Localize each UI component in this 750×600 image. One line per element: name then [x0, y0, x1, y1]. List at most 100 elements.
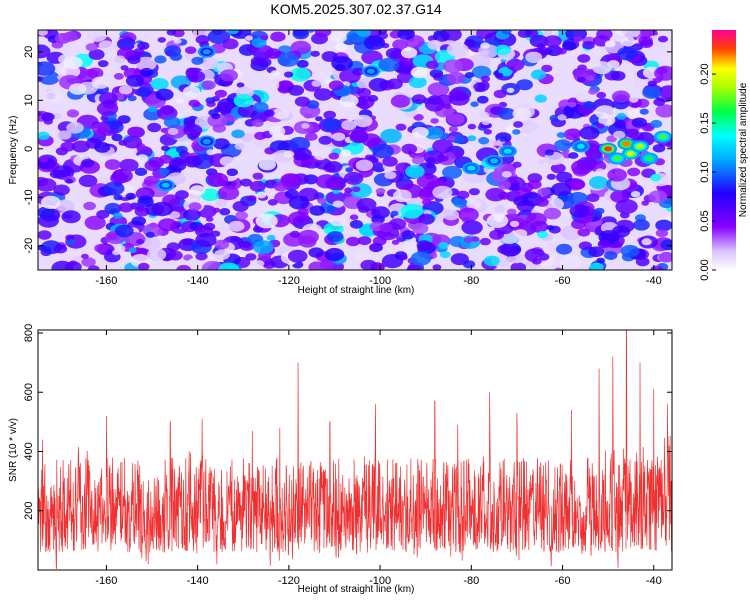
heatmap-cell	[214, 89, 227, 98]
heatmap-hotspot	[608, 152, 627, 165]
heatmap-cell	[94, 243, 109, 253]
heatmap-cell	[300, 160, 312, 168]
heatmap-cell	[260, 35, 268, 41]
heatmap-cell	[352, 67, 365, 76]
heatmap-cell	[323, 110, 337, 120]
heatmap-cell	[113, 73, 124, 80]
heatmap-cell	[112, 212, 123, 219]
heatmap-cell	[546, 225, 555, 231]
heatmap-cell	[443, 103, 452, 109]
heatmap-cell	[263, 80, 280, 91]
heatmap-cell	[446, 42, 469, 57]
heatmap-cell	[410, 251, 432, 266]
heatmap-cell	[40, 195, 61, 209]
colorbar-tick-label: 0.05	[699, 210, 711, 231]
heatmap-cell	[356, 30, 372, 37]
heatmap-cell	[648, 190, 668, 204]
heatmap-cell	[468, 188, 480, 196]
y-tick-label: 400	[23, 442, 35, 460]
heatmap-cell	[615, 199, 638, 214]
heatmap-cell	[658, 85, 672, 99]
heatmap-cell	[513, 121, 524, 128]
heatmap-cell	[135, 187, 155, 201]
heatmap-cell	[166, 30, 177, 36]
heatmap-cell	[38, 111, 42, 117]
x-tick-label: -120	[278, 275, 300, 287]
heatmap-cell	[84, 215, 106, 230]
heatmap-cell	[543, 197, 564, 212]
heatmap-cell	[280, 173, 301, 188]
heatmap-cell	[557, 114, 567, 121]
heatmap-hotspot	[485, 154, 504, 167]
heatmap-hotspot-ring	[613, 155, 622, 162]
heatmap-cell	[645, 209, 659, 219]
heatmap-cell	[424, 126, 444, 140]
heatmap-cell	[179, 108, 193, 118]
heatmap-cell	[289, 230, 301, 238]
heatmap-cell	[231, 129, 245, 139]
heatmap-cell	[530, 69, 547, 80]
heatmap-cell	[138, 262, 150, 270]
heatmap-cell	[332, 200, 344, 208]
heatmap-hotspot	[617, 137, 636, 150]
heatmap-cell	[88, 49, 105, 60]
heatmap-cell	[136, 238, 145, 245]
heatmap-cell	[309, 205, 326, 216]
heatmap-cell	[423, 150, 445, 165]
heatmap-cell	[317, 197, 327, 204]
heatmap-cell	[625, 128, 639, 138]
heatmap-cell	[512, 107, 532, 120]
heatmap-cell	[550, 163, 566, 174]
heatmap-cell	[206, 149, 216, 156]
heatmap-hotspot	[653, 130, 672, 143]
heatmap-cell	[556, 243, 573, 255]
colorbar-ticks: 0.00 0.05 0.10 0.15 0.20	[699, 63, 716, 281]
heatmap-cell	[94, 142, 111, 153]
heatmap-cell	[405, 165, 425, 178]
heatmap-cell	[217, 185, 240, 201]
heatmap-cell	[635, 257, 650, 267]
heatmap-hotspot-ring	[202, 138, 211, 145]
heatmap-cell	[118, 85, 133, 95]
heatmap-cell	[255, 213, 278, 229]
heatmap-cell	[594, 105, 616, 119]
heatmap-cell	[495, 44, 511, 56]
snr-panel: -160 -140 -120 -100 -80 -60 -40 200 400 600 800 H…	[8, 324, 673, 595]
y-tick-label: -10	[23, 189, 35, 205]
snr-x-axis-label: Height of straight line (km)	[298, 584, 415, 595]
heatmap-cell	[105, 232, 118, 240]
heatmap-cell	[449, 92, 470, 106]
heatmap-cell	[655, 229, 669, 238]
x-tick-label: -160	[95, 575, 117, 587]
heatmap-cell	[461, 220, 483, 235]
heatmap-cell	[158, 218, 178, 232]
heatmap-hotspot-ring	[645, 155, 654, 162]
heatmap-cell	[44, 90, 64, 103]
y-tick-label: 0	[23, 146, 35, 152]
heatmap-cell	[550, 182, 572, 197]
heatmap-cell	[628, 109, 644, 119]
heatmap-cell	[658, 35, 668, 43]
heatmap-cell	[185, 46, 197, 54]
heatmap-cell	[154, 55, 167, 64]
heatmap-cell	[346, 236, 361, 247]
heatmap-cell	[541, 64, 553, 73]
heatmap-cell	[577, 76, 586, 83]
heatmap-cell	[543, 35, 562, 48]
x-tick-label: -100	[369, 575, 391, 587]
heatmap-cell	[222, 38, 239, 50]
heatmap-cell	[329, 215, 347, 227]
y-tick-label: 200	[23, 502, 35, 520]
heatmap-cell	[157, 37, 166, 43]
x-tick-label: -40	[646, 275, 662, 287]
heatmap-hotspot	[498, 145, 517, 158]
heatmap-cell	[559, 255, 581, 269]
heatmap-cell	[413, 114, 424, 121]
heatmap-cell	[654, 65, 672, 81]
heatmap-cell	[531, 257, 542, 265]
heatmap-cell	[518, 120, 538, 134]
heatmap-cell	[588, 88, 598, 95]
heatmap-cell	[38, 206, 55, 219]
heatmap-cell	[78, 174, 98, 188]
